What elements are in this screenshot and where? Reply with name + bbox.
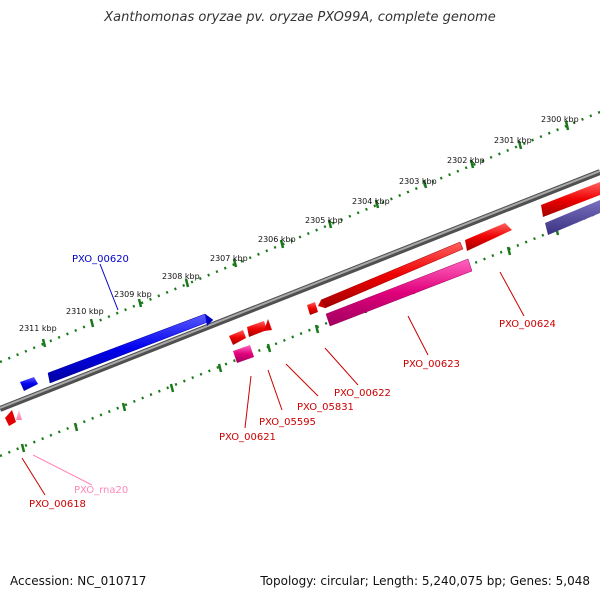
gene-PXO_00621[interactable] — [229, 330, 246, 345]
gene-PXO_00620[interactable] — [47, 313, 214, 384]
major-ticks — [41, 120, 570, 348]
tick-label: 2310 kbp — [66, 307, 104, 316]
tick-label: 2311 kbp — [19, 324, 57, 333]
gene-PXO_00624[interactable] — [465, 223, 512, 251]
genome-backbone — [0, 169, 600, 412]
gene-label-PXO_05595: PXO_05595 — [259, 417, 316, 428]
gene-PXO_00622[interactable] — [318, 241, 464, 309]
gene-PXO_rna20[interactable] — [16, 410, 22, 420]
gene-small-blue[interactable] — [20, 377, 38, 391]
gene-PXO_00618[interactable] — [5, 410, 16, 426]
gene-purple-right[interactable] — [545, 200, 600, 235]
gene-label-PXO_00618: PXO_00618 — [29, 499, 86, 510]
tick-label: 2307 kbp — [210, 254, 248, 263]
leader-lines — [21, 263, 525, 496]
gene-label-PXO_00620: PXO_00620 — [72, 254, 129, 265]
tick-label: 2308 kbp — [162, 272, 200, 281]
genome-summary: Topology: circular; Length: 5,240,075 bp… — [260, 574, 590, 588]
accession-text: Accession: NC_010717 — [10, 574, 147, 588]
gene-label-PXO_00623: PXO_00623 — [403, 359, 460, 370]
tick-label: 2300 kbp — [541, 115, 579, 124]
gene-small-red-left[interactable] — [307, 302, 318, 315]
tick-label: 2302 kbp — [447, 156, 485, 165]
upper-tick-track — [0, 110, 600, 364]
gene-label-PXO_05831: PXO_05831 — [297, 402, 354, 413]
page-title: Xanthomonas oryzae pv. oryzae PXO99A, co… — [104, 10, 496, 25]
gene-PXO_05831[interactable] — [264, 319, 272, 331]
gene-label-PXO_rna20: PXO_rna20 — [74, 485, 128, 496]
tick-label: 2306 kbp — [258, 235, 296, 244]
gene-PXO_05595[interactable] — [247, 321, 267, 337]
tick-label: 2305 kbp — [305, 216, 343, 225]
tick-label: 2304 kbp — [352, 197, 390, 206]
tick-label: 2309 kbp — [114, 290, 152, 299]
gene-label-PXO_00621: PXO_00621 — [219, 432, 276, 443]
gene-right-red[interactable] — [541, 182, 600, 217]
tick-label: 2301 kbp — [494, 136, 532, 145]
gene-PXO_00623[interactable] — [325, 258, 473, 327]
gene-magenta-small[interactable] — [233, 345, 254, 363]
gene-label-PXO_00622: PXO_00622 — [334, 388, 391, 399]
tick-label: 2303 kbp — [399, 177, 437, 186]
gene-label-PXO_00624: PXO_00624 — [499, 319, 556, 330]
